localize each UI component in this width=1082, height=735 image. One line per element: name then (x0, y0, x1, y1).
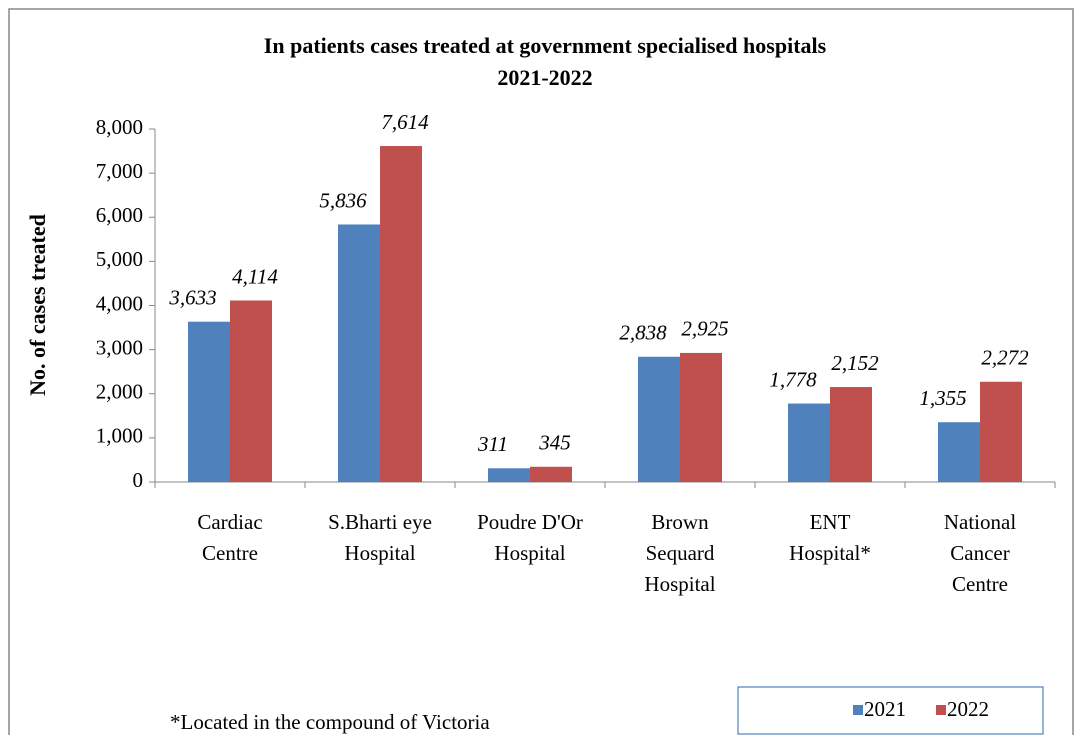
bar (830, 387, 872, 482)
y-tick-label: 3,000 (96, 335, 143, 359)
legend-swatch (936, 705, 946, 715)
x-tick-label: S.Bharti eye (328, 510, 432, 534)
x-tick-label: Cardiac (197, 510, 262, 534)
x-tick-label: Hospital (494, 541, 565, 565)
x-tick-label: Sequard (646, 541, 715, 565)
legend-label: 2022 (947, 697, 989, 721)
bar (188, 321, 230, 482)
data-label: 2,925 (681, 317, 728, 341)
y-tick-label: 4,000 (96, 291, 143, 315)
data-label: 7,614 (381, 110, 429, 134)
data-label: 1,355 (919, 386, 966, 410)
chart-title: In patients cases treated at government … (264, 33, 827, 58)
x-tick-label: Hospital* (789, 541, 871, 565)
data-label: 3,633 (168, 286, 216, 310)
y-tick-label: 2,000 (96, 380, 143, 404)
y-tick-label: 7,000 (96, 159, 143, 183)
x-tick-label: National (944, 510, 1016, 534)
chart-title: 2021-2022 (497, 65, 592, 90)
x-tick-label: Poudre D'Or (477, 510, 583, 534)
bar (530, 466, 572, 482)
legend-box (737, 686, 1044, 735)
data-label: 1,778 (769, 367, 817, 391)
x-tick-label: ENT (810, 510, 851, 534)
bar (638, 356, 680, 482)
bar (488, 468, 530, 482)
legend-label: 2021 (864, 697, 906, 721)
legend-swatch (853, 705, 863, 715)
bar (788, 403, 830, 482)
y-tick-label: 5,000 (96, 247, 143, 271)
data-label: 345 (538, 431, 571, 455)
bar (380, 146, 422, 482)
x-tick-label: Centre (202, 541, 258, 565)
annotation: *Located in the compound of Victoria (170, 710, 490, 734)
data-label: 2,838 (619, 321, 667, 345)
y-tick-label: 6,000 (96, 203, 143, 227)
y-tick-label: 0 (133, 468, 144, 492)
x-tick-label: Cancer (950, 541, 1009, 565)
y-tick-label: 1,000 (96, 424, 143, 448)
data-label: 5,836 (319, 188, 367, 212)
chart-border (8, 8, 1074, 735)
data-label: 2,272 (981, 346, 1029, 370)
data-label: 4,114 (232, 264, 278, 288)
data-label: 311 (477, 432, 508, 456)
y-axis-label: No. of cases treated (25, 214, 50, 396)
bar (230, 300, 272, 482)
data-label: 2,152 (831, 351, 879, 375)
y-tick-label: 8,000 (96, 115, 143, 139)
bar (338, 224, 380, 482)
x-tick-label: Hospital (344, 541, 415, 565)
x-tick-label: Brown (651, 510, 709, 534)
bar (680, 352, 722, 482)
x-tick-label: Centre (952, 572, 1008, 596)
bar (938, 422, 980, 482)
x-tick-label: Hospital (644, 572, 715, 596)
bar (980, 381, 1022, 482)
